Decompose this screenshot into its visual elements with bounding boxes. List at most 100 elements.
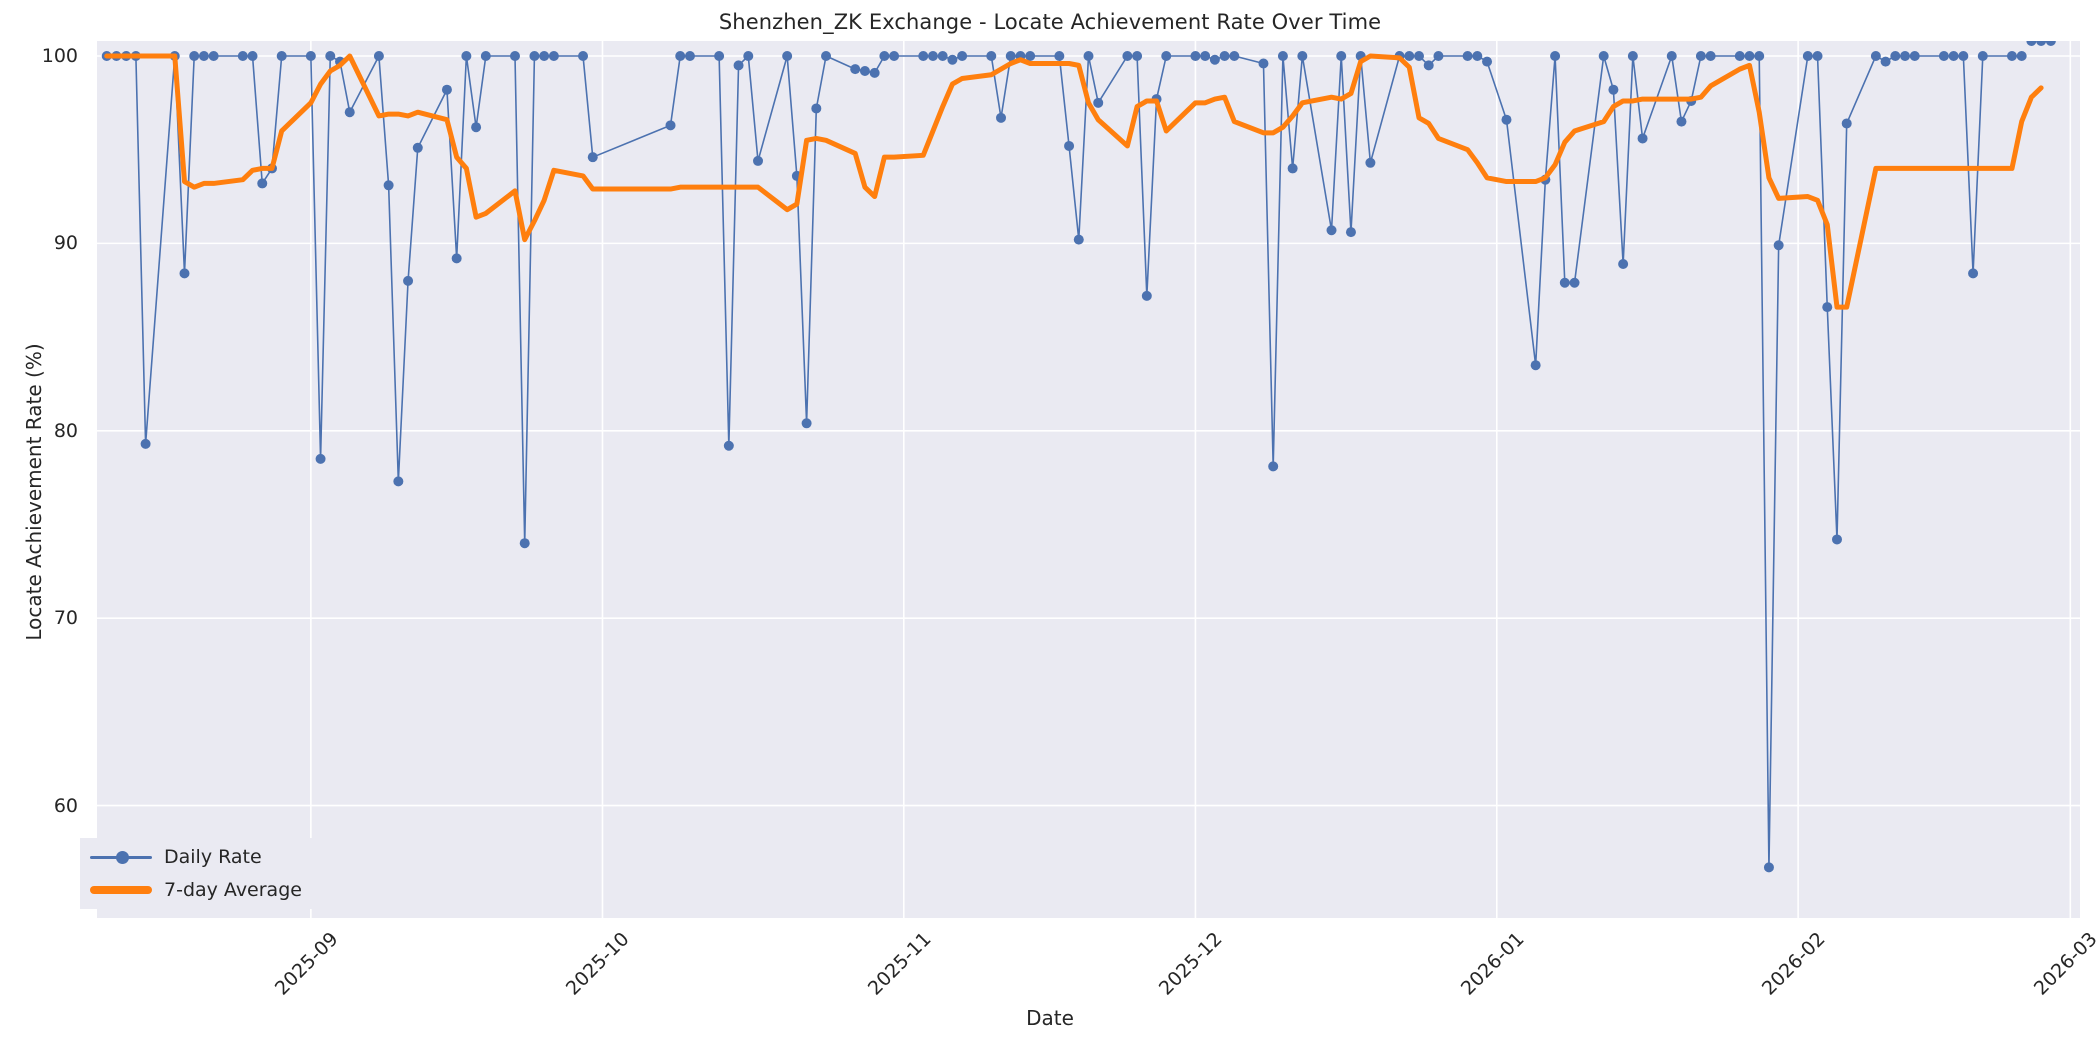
x-axis-label: Date xyxy=(1026,1006,1074,1030)
data-point xyxy=(373,50,384,61)
data-point xyxy=(1598,50,1609,61)
data-point xyxy=(179,268,190,279)
x-tick-label: 2026-02 xyxy=(1757,928,1830,1000)
data-point xyxy=(1209,54,1220,65)
data-point xyxy=(1073,234,1084,245)
data-point xyxy=(305,50,316,61)
data-point xyxy=(1054,50,1065,61)
plot-area xyxy=(97,41,2080,918)
data-point xyxy=(1472,50,1483,61)
data-point xyxy=(957,50,968,61)
data-point xyxy=(1754,50,1765,61)
data-point xyxy=(1550,50,1561,61)
x-tick-label: 2025-11 xyxy=(863,928,936,1000)
data-point xyxy=(1831,534,1842,545)
data-point xyxy=(1637,133,1648,144)
data-point xyxy=(1938,50,1949,61)
data-point xyxy=(1968,268,1979,279)
data-point xyxy=(1666,50,1677,61)
data-point xyxy=(1122,50,1133,61)
data-point xyxy=(1161,50,1172,61)
data-point xyxy=(1802,50,1813,61)
data-point xyxy=(315,453,326,464)
data-point xyxy=(1618,259,1629,269)
data-point xyxy=(1229,50,1240,61)
data-series-layer xyxy=(101,41,2056,873)
data-point xyxy=(461,50,472,61)
data-point xyxy=(1297,50,1308,61)
data-point xyxy=(1676,116,1687,127)
data-point xyxy=(1744,50,1755,61)
data-point xyxy=(198,50,209,61)
data-point xyxy=(1277,50,1288,61)
data-point xyxy=(393,476,404,487)
data-point xyxy=(753,155,763,166)
data-point xyxy=(578,50,589,61)
data-point xyxy=(2045,41,2056,46)
data-point xyxy=(1219,50,1230,61)
data-point xyxy=(383,180,394,191)
y-tick-label: 100 xyxy=(41,44,78,67)
data-point xyxy=(471,122,482,133)
data-point xyxy=(1083,50,1094,61)
data-point xyxy=(1841,118,1852,129)
x-tick-label: 2025-10 xyxy=(562,928,635,1000)
data-point xyxy=(539,50,550,61)
data-point xyxy=(1909,50,1920,61)
x-tick-label: 2026-03 xyxy=(2030,928,2100,1000)
data-point xyxy=(1268,461,1279,472)
data-point xyxy=(811,103,822,114)
legend-item-daily-rate[interactable]: Daily Rate xyxy=(90,845,302,869)
data-point xyxy=(1977,50,1988,61)
data-point xyxy=(189,50,200,61)
data-point xyxy=(723,440,734,451)
x-tick-label: 2026-01 xyxy=(1456,928,1529,1000)
data-point xyxy=(509,50,520,61)
data-point xyxy=(1141,290,1152,301)
data-point xyxy=(1569,277,1580,288)
data-point xyxy=(1200,50,1211,61)
data-point xyxy=(927,50,938,61)
data-point xyxy=(743,50,754,61)
data-point xyxy=(548,50,559,61)
data-point xyxy=(1559,277,1570,288)
data-point xyxy=(859,65,870,76)
data-point xyxy=(1608,84,1619,95)
data-point xyxy=(1948,50,1959,61)
data-point xyxy=(889,50,900,61)
data-point xyxy=(684,50,695,61)
legend-label-daily-rate: Daily Rate xyxy=(164,846,262,868)
data-point xyxy=(247,50,258,61)
y-tick-label: 80 xyxy=(53,419,78,442)
chart-title: Shenzhen_ZK Exchange - Locate Achievemen… xyxy=(718,10,1382,34)
data-point xyxy=(1025,50,1036,61)
data-point xyxy=(1190,50,1201,61)
data-point xyxy=(237,50,248,61)
data-point xyxy=(1812,50,1823,61)
data-point xyxy=(1433,50,1444,61)
data-point xyxy=(918,50,929,61)
data-point xyxy=(1695,50,1706,61)
data-point xyxy=(947,54,958,65)
grid-lines xyxy=(97,41,2080,918)
data-point xyxy=(1132,50,1143,61)
data-point xyxy=(403,275,414,286)
data-point xyxy=(733,60,744,71)
data-point xyxy=(2026,41,2037,46)
data-point xyxy=(801,418,812,429)
data-point xyxy=(879,50,890,61)
data-point xyxy=(1414,50,1424,61)
legend-item-7-day-average[interactable]: 7-day Average xyxy=(90,878,302,902)
data-point xyxy=(1734,50,1745,61)
data-point xyxy=(1005,50,1016,61)
data-point xyxy=(850,64,861,75)
data-point xyxy=(1064,140,1075,151)
data-point xyxy=(529,50,540,61)
data-point xyxy=(1093,97,1104,108)
data-point xyxy=(441,84,452,95)
data-point xyxy=(1501,114,1512,125)
data-point xyxy=(1423,60,1434,71)
data-point xyxy=(257,178,268,189)
data-point xyxy=(1530,360,1541,371)
data-point xyxy=(519,538,530,549)
